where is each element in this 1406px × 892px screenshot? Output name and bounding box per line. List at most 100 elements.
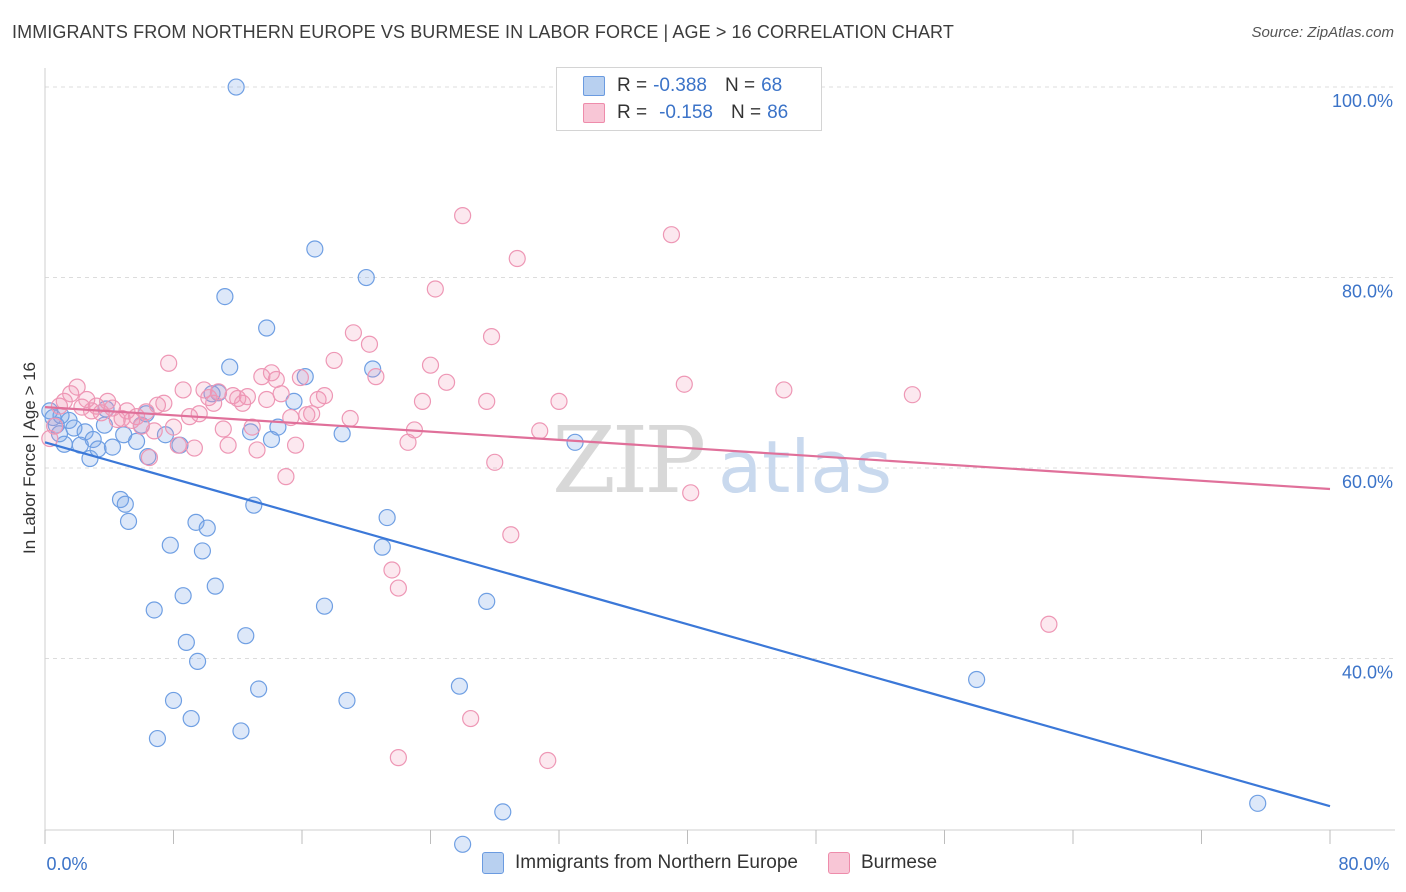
point-burmese <box>253 368 271 386</box>
point-immigrants <box>65 419 83 437</box>
point-immigrants <box>450 677 469 695</box>
legend-n-value: 68 <box>761 75 783 96</box>
series-label-immigrants: Immigrants from Northern Europe <box>515 852 798 873</box>
point-immigrants <box>1249 794 1267 812</box>
point-immigrants <box>89 440 107 458</box>
point-burmese <box>421 356 440 374</box>
point-burmese <box>62 385 80 403</box>
point-immigrants <box>145 601 163 619</box>
point-burmese <box>214 420 232 438</box>
point-immigrants <box>306 240 324 258</box>
point-burmese <box>272 385 290 403</box>
point-immigrants <box>285 392 303 410</box>
point-burmese <box>286 436 305 454</box>
point-burmese <box>160 354 178 372</box>
series-legend-burmese[interactable]: Burmese <box>828 852 937 874</box>
trend-lines <box>44 405 1331 808</box>
point-burmese <box>1040 615 1058 633</box>
point-burmese <box>486 453 504 471</box>
point-burmese <box>508 249 526 268</box>
point-immigrants <box>378 508 396 527</box>
point-immigrants <box>454 835 472 853</box>
source-credit: Source: ZipAtlas.com <box>1251 24 1394 41</box>
legend-n-value: 86 <box>767 102 789 123</box>
legend-n-label: N = <box>724 75 756 96</box>
point-burmese <box>267 370 285 389</box>
y-tick-label: 80.0% <box>1342 282 1393 302</box>
legend-swatch-immigrants <box>583 76 605 96</box>
point-burmese <box>437 373 456 391</box>
point-immigrants <box>177 633 195 651</box>
point-burmese <box>502 526 520 544</box>
point-burmese <box>389 749 407 767</box>
legend-n-label: N = <box>730 102 762 123</box>
point-immigrants <box>188 652 207 671</box>
point-burmese <box>482 328 501 346</box>
point-immigrants <box>174 587 192 605</box>
point-immigrants <box>164 691 183 710</box>
legend-r-value: -0.388 <box>653 75 707 96</box>
grid-lines <box>45 86 1395 660</box>
y-tick-label: 100.0% <box>1332 91 1393 111</box>
watermark: ZIP atlas <box>552 407 892 514</box>
point-immigrants <box>338 691 356 710</box>
point-immigrants <box>119 512 138 530</box>
point-immigrants <box>116 495 134 513</box>
point-burmese <box>454 207 472 225</box>
point-burmese <box>209 383 228 401</box>
point-immigrants <box>127 432 146 450</box>
point-immigrants <box>206 577 224 595</box>
point-immigrants <box>478 592 496 611</box>
point-burmese <box>539 751 557 770</box>
point-burmese <box>277 468 295 486</box>
y-axis-label: In Labor Force | Age > 16 <box>20 362 39 554</box>
point-burmese <box>344 324 362 342</box>
point-immigrants <box>968 670 986 689</box>
series-label-burmese: Burmese <box>861 852 938 873</box>
point-burmese <box>413 392 432 410</box>
point-burmese <box>303 405 321 423</box>
point-burmese <box>291 368 309 387</box>
point-immigrants <box>258 319 276 337</box>
series-legend-immigrants[interactable]: Immigrants from Northern Europe <box>482 852 798 874</box>
point-burmese <box>219 436 237 454</box>
point-burmese <box>155 394 173 412</box>
point-burmese <box>550 392 568 410</box>
point-burmese <box>174 381 192 399</box>
y-tick-label: 40.0% <box>1342 663 1393 683</box>
data-points <box>41 78 1267 853</box>
series-swatch-burmese <box>828 852 850 874</box>
point-immigrants <box>494 803 512 821</box>
point-immigrants <box>182 709 200 728</box>
point-immigrants <box>216 288 234 306</box>
point-immigrants <box>357 268 375 287</box>
legend-r-label: R = <box>617 75 648 96</box>
legend-row-immigrants: R = -0.388 N = 68 <box>583 73 782 99</box>
point-burmese <box>383 561 401 579</box>
point-burmese <box>243 418 261 436</box>
point-burmese <box>478 392 496 410</box>
point-immigrants <box>237 627 255 645</box>
chart-title: IMMIGRANTS FROM NORTHERN EUROPE VS BURME… <box>12 22 954 42</box>
point-immigrants <box>227 78 245 96</box>
series-legend: Immigrants from Northern Europe Burmese <box>482 852 967 874</box>
point-immigrants <box>111 490 130 509</box>
x-tick-label: 0.0% <box>46 854 87 874</box>
legend-r-value: -0.158 <box>659 102 713 123</box>
point-burmese <box>50 397 69 415</box>
point-immigrants <box>103 438 122 456</box>
point-burmese <box>164 418 183 436</box>
tick-labels: 40.0% 60.0% 80.0% 100.0% 0.0% 80.0% <box>46 91 1393 874</box>
legend-row-burmese: R = -0.158 N = 86 <box>583 100 788 126</box>
point-burmese <box>675 375 693 393</box>
point-burmese <box>531 422 549 440</box>
point-burmese <box>46 417 64 435</box>
point-immigrants <box>161 536 179 554</box>
point-burmese <box>903 386 921 404</box>
point-burmese <box>258 390 276 409</box>
point-immigrants <box>315 597 334 615</box>
legend-swatch-burmese <box>583 103 605 123</box>
point-burmese <box>315 387 334 405</box>
point-burmese <box>185 439 203 457</box>
